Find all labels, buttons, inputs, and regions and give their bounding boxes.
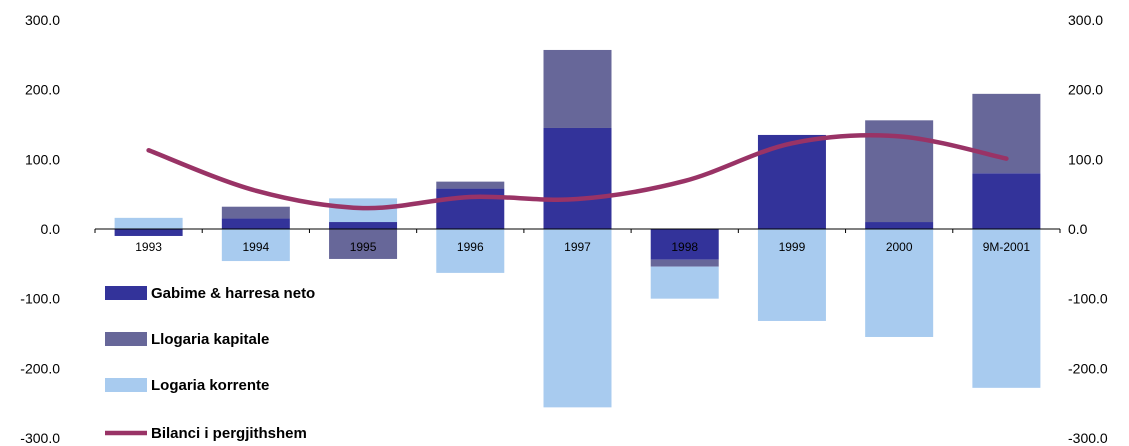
legend-label-1: Gabime & harresa neto xyxy=(151,285,315,302)
bar-series2-1995 xyxy=(329,229,398,259)
bar-series3-9M-2001 xyxy=(972,229,1041,388)
right-y-tick-label: 100.0 xyxy=(1068,151,1103,167)
right-y-tick-label: -200.0 xyxy=(1068,360,1108,376)
bar-series2-1994 xyxy=(221,206,290,219)
bar-series2-9M-2001 xyxy=(972,93,1041,174)
line-point-1998 xyxy=(684,180,686,182)
bar-series3-1997 xyxy=(543,229,612,408)
bar-series1-1996 xyxy=(436,188,505,229)
category-label-1994: 1994 xyxy=(242,240,269,254)
legend-swatch-3 xyxy=(105,378,147,392)
line-point-2000 xyxy=(898,135,900,137)
bar-series1-1995 xyxy=(329,222,398,229)
x-axis xyxy=(94,228,1061,233)
line-point-9M-2001 xyxy=(1005,158,1007,160)
bar-series1-1993 xyxy=(114,229,183,236)
legend-swatch-2 xyxy=(105,332,147,346)
line-point-1994 xyxy=(255,190,257,192)
category-label-1999: 1999 xyxy=(779,240,806,254)
right-y-tick-label: -300.0 xyxy=(1068,430,1108,446)
category-labels: 1993 1994 1995 1996 1997 1998 1999 2000 9M-2001 xyxy=(135,240,1030,254)
category-label-2000: 2000 xyxy=(886,240,913,254)
left-y-tick-label: 200.0 xyxy=(25,82,60,98)
line-point-1997 xyxy=(577,198,578,200)
bar-series2-1998 xyxy=(650,259,719,267)
legend-label-2: Llogaria kapitale xyxy=(151,331,269,348)
bar-series3-1999 xyxy=(757,229,826,321)
bar-series3-1998 xyxy=(650,266,719,299)
left-y-axis-ticks: -300.0 -200.0 -100.0 0.0 100.0 200.0 300.0 xyxy=(20,12,60,446)
legend-label-3: Logaria korrente xyxy=(151,377,269,394)
category-label-1995: 1995 xyxy=(350,240,377,254)
category-label-1998: 1998 xyxy=(671,240,698,254)
left-y-tick-label: -300.0 xyxy=(20,430,60,446)
bars-layer xyxy=(114,49,1041,408)
line-point-1999 xyxy=(791,142,793,144)
legend-swatch-1 xyxy=(105,286,147,300)
category-label-1997: 1997 xyxy=(564,240,591,254)
right-y-tick-label: 0.0 xyxy=(1068,221,1088,237)
left-y-tick-label: -200.0 xyxy=(20,360,60,376)
bar-series2-1996 xyxy=(436,181,505,189)
legend: Gabime & harresa neto Llogaria kapitale Lo… xyxy=(105,285,315,442)
bar-series1-2000 xyxy=(865,222,934,229)
left-y-tick-label: -100.0 xyxy=(20,291,60,307)
left-y-tick-label: 300.0 xyxy=(25,12,60,28)
bar-series1-1998 xyxy=(650,229,719,260)
line-point-1995 xyxy=(362,207,364,209)
bar-series3-1994 xyxy=(221,229,290,262)
line-layer xyxy=(146,133,1009,211)
bar-series3-1993 xyxy=(114,217,183,229)
category-label-9M-2001: 9M-2001 xyxy=(983,240,1031,254)
line-point-1996 xyxy=(469,196,471,198)
left-y-tick-label: 0.0 xyxy=(41,221,61,237)
bar-series1-1994 xyxy=(221,218,290,229)
right-y-axis-ticks: -300.0 -200.0 -100.0 0.0 100.0 200.0 300.0 xyxy=(1068,12,1108,446)
left-y-tick-label: 100.0 xyxy=(25,151,60,167)
bar-series1-1997 xyxy=(543,127,612,229)
line-point-1993 xyxy=(148,149,150,151)
bar-series3-1996 xyxy=(436,229,505,273)
legend-label-4: Bilanci i pergjithshem xyxy=(151,425,307,442)
bar-series1-9M-2001 xyxy=(972,173,1041,229)
bar-series3-2000 xyxy=(865,229,934,337)
category-label-1993: 1993 xyxy=(135,240,162,254)
category-label-1996: 1996 xyxy=(457,240,484,254)
bar-series2-1997 xyxy=(543,49,612,128)
right-y-tick-label: -100.0 xyxy=(1068,291,1108,307)
right-y-tick-label: 300.0 xyxy=(1068,12,1103,28)
right-y-tick-label: 200.0 xyxy=(1068,82,1103,98)
